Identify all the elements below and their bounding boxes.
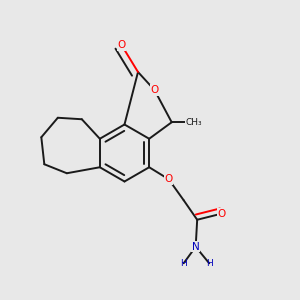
Text: O: O: [117, 40, 126, 50]
Text: CH₃: CH₃: [186, 118, 202, 127]
Text: O: O: [150, 85, 159, 95]
Text: O: O: [217, 209, 225, 219]
Text: H: H: [206, 259, 213, 268]
Text: H: H: [180, 259, 187, 268]
Text: O: O: [165, 174, 173, 184]
Text: N: N: [192, 242, 200, 252]
